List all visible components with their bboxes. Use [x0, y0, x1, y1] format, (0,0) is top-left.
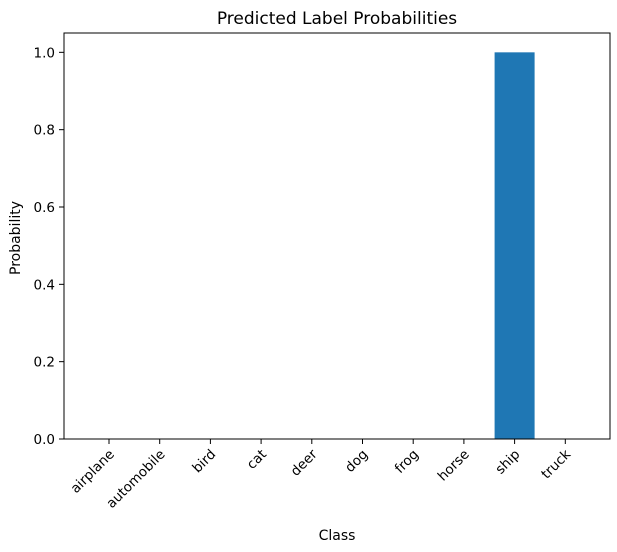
- y-tick-label: 0.8: [34, 123, 55, 139]
- plot-frame: [63, 32, 611, 440]
- y-tick-label: 1.0: [34, 45, 55, 61]
- x-tick-label-cat: cat: [244, 447, 270, 473]
- x-tick-label-deer: deer: [288, 446, 321, 479]
- y-tick-label: 0.4: [34, 277, 55, 293]
- y-tick-label: 0.2: [34, 355, 55, 371]
- x-tick-label-bird: bird: [189, 447, 219, 477]
- x-tick-label-dog: dog: [342, 447, 371, 476]
- y-tick-label: 0.6: [34, 200, 55, 216]
- x-tick-label-frog: frog: [392, 447, 422, 477]
- x-tick-label-ship: ship: [492, 447, 523, 478]
- x-tick-label-horse: horse: [435, 447, 473, 485]
- x-axis-label: Class: [319, 528, 356, 544]
- x-tick-label-truck: truck: [538, 446, 574, 482]
- y-axis-label: Probability: [8, 201, 24, 275]
- y-axis: 0.0 0.2 0.4 0.6 0.8 1.0: [34, 45, 64, 448]
- bars-group: [494, 52, 535, 439]
- chart-title: Predicted Label Probabilities: [217, 9, 457, 29]
- bar-ship: [494, 52, 535, 439]
- y-tick-label: 0.0: [34, 432, 55, 448]
- x-tick-label-airplane: airplane: [68, 447, 118, 497]
